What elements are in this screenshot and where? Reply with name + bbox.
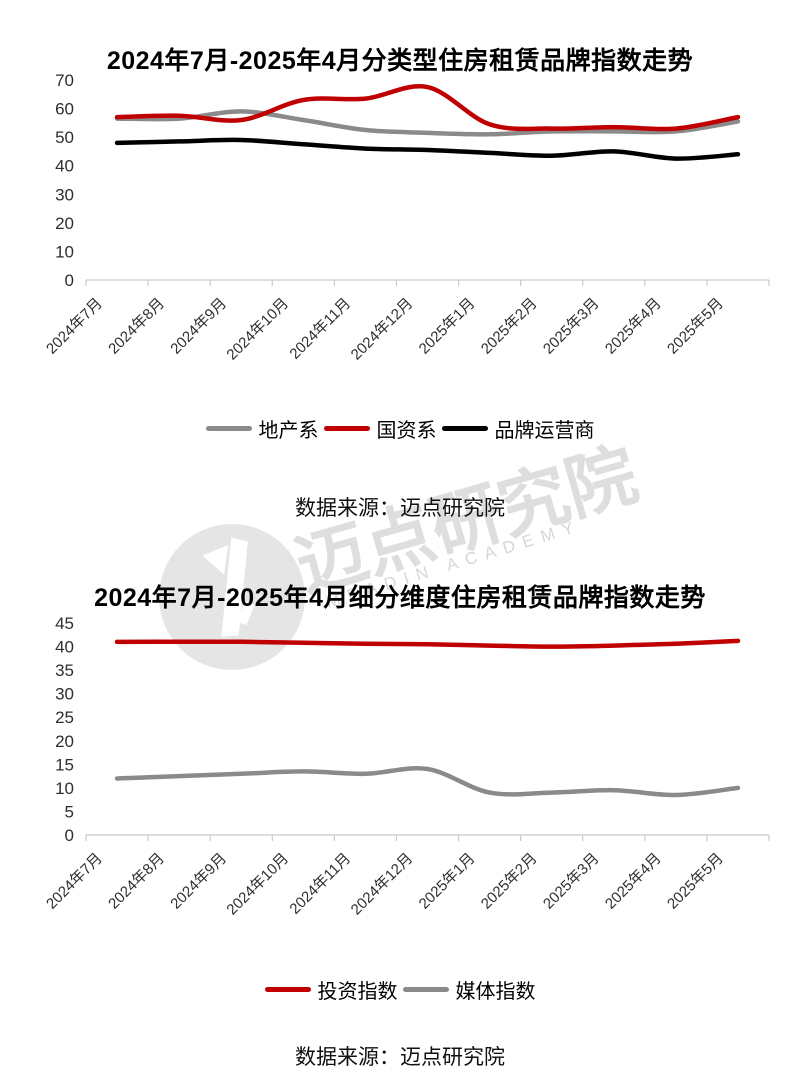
x-axis-labels: 2024年7月 2024年8月 2024年9月2024年10月2024年11月202… bbox=[43, 850, 727, 919]
svg-text:2024年12月: 2024年12月 bbox=[348, 295, 417, 364]
svg-text:10: 10 bbox=[55, 779, 74, 798]
legend-item-1-0: 投资指数 bbox=[264, 975, 398, 1004]
series-line-0-1 bbox=[114, 84, 741, 132]
chart1-legend: 地产系 国资系 品牌运营商 bbox=[0, 414, 800, 443]
svg-text:40: 40 bbox=[55, 157, 74, 176]
svg-text:2024年9月: 2024年9月 bbox=[167, 295, 230, 358]
svg-text:10: 10 bbox=[55, 242, 74, 261]
svg-text:2025年1月: 2025年1月 bbox=[416, 850, 479, 913]
x-axis-labels: 2024年7月 2024年8月 2024年9月2024年10月2024年11月202… bbox=[43, 295, 727, 364]
chart2-source: 数据来源：迈点研究院 bbox=[295, 1046, 505, 1069]
svg-text:20: 20 bbox=[55, 732, 74, 751]
legend-item-1-1: 媒体指数 bbox=[402, 975, 536, 1004]
svg-text:25: 25 bbox=[55, 708, 74, 727]
legend-label-0-0: 地产系 bbox=[258, 420, 319, 442]
svg-text:2024年12月: 2024年12月 bbox=[348, 850, 417, 919]
legend-swatch-1-0 bbox=[264, 987, 311, 992]
svg-text:35: 35 bbox=[55, 661, 74, 680]
svg-text:2025年3月: 2025年3月 bbox=[540, 850, 603, 913]
svg-text:2025年4月: 2025年4月 bbox=[602, 850, 665, 913]
legend-label-0-2: 品牌运营商 bbox=[494, 420, 595, 442]
svg-text:2025年1月: 2025年1月 bbox=[416, 295, 479, 358]
legend-item-0-2: 品牌运营商 bbox=[441, 414, 595, 443]
legend-item-0-1: 国资系 bbox=[323, 414, 437, 443]
svg-text:2025年2月: 2025年2月 bbox=[478, 850, 541, 913]
svg-text:2024年11月: 2024年11月 bbox=[286, 295, 354, 363]
chart1-source: 数据来源：迈点研究院 bbox=[295, 497, 505, 520]
series-line-1-1 bbox=[114, 766, 741, 798]
svg-text:30: 30 bbox=[55, 185, 74, 204]
y-axis-labels: 0 10 20 30 40 50 60 70 bbox=[55, 71, 74, 290]
chart2-legend: 投资指数 媒体指数 bbox=[0, 975, 800, 1004]
legend-label-0-1: 国资系 bbox=[376, 420, 437, 442]
svg-text:15: 15 bbox=[55, 755, 74, 774]
svg-text:30: 30 bbox=[55, 685, 74, 704]
svg-text:5: 5 bbox=[65, 802, 74, 821]
svg-text:0: 0 bbox=[65, 271, 74, 290]
svg-text:2025年5月: 2025年5月 bbox=[664, 295, 727, 358]
svg-text:70: 70 bbox=[55, 71, 74, 90]
legend-label-1-1: 媒体指数 bbox=[455, 981, 536, 1003]
meadin-logo-glyph bbox=[202, 537, 255, 637]
svg-text:45: 45 bbox=[55, 614, 74, 633]
series-lines bbox=[114, 638, 741, 798]
series-line-1-0 bbox=[114, 638, 741, 649]
svg-text:20: 20 bbox=[55, 214, 74, 233]
svg-text:2024年10月: 2024年10月 bbox=[223, 295, 292, 364]
legend-swatch-0-1 bbox=[323, 426, 370, 431]
svg-text:2024年9月: 2024年9月 bbox=[167, 850, 230, 913]
y-axis-labels: 0 5 10 15 20 25 30 35 40 45 bbox=[55, 614, 74, 845]
legend-swatch-0-0 bbox=[205, 426, 252, 431]
svg-text:2024年11月: 2024年11月 bbox=[286, 850, 354, 918]
x-axis bbox=[85, 834, 770, 841]
series-lines bbox=[114, 84, 741, 161]
chart2-title: 2024年7月-2025年4月细分维度住房租赁品牌指数走势 bbox=[94, 583, 706, 612]
legend-label-1-0: 投资指数 bbox=[317, 981, 398, 1003]
svg-text:0: 0 bbox=[65, 826, 74, 845]
series-line-0-2 bbox=[114, 137, 741, 161]
x-axis bbox=[85, 279, 770, 286]
legend-swatch-1-1 bbox=[402, 987, 449, 992]
svg-text:2024年8月: 2024年8月 bbox=[105, 850, 168, 913]
svg-text:2024年7月: 2024年7月 bbox=[43, 295, 106, 358]
legend-item-0-0: 地产系 bbox=[205, 414, 319, 443]
svg-text:2025年3月: 2025年3月 bbox=[540, 295, 603, 358]
svg-text:2024年8月: 2024年8月 bbox=[105, 295, 168, 358]
series-line-0-0 bbox=[114, 109, 741, 137]
legend-swatch-0-2 bbox=[441, 426, 488, 431]
svg-text:2025年2月: 2025年2月 bbox=[478, 295, 541, 358]
svg-text:50: 50 bbox=[55, 128, 74, 147]
svg-text:2024年7月: 2024年7月 bbox=[43, 850, 106, 913]
svg-text:2025年4月: 2025年4月 bbox=[602, 295, 665, 358]
svg-text:2024年10月: 2024年10月 bbox=[223, 850, 292, 919]
svg-text:60: 60 bbox=[55, 100, 74, 119]
chart1-title: 2024年7月-2025年4月分类型住房租赁品牌指数走势 bbox=[106, 46, 694, 75]
svg-text:2025年5月: 2025年5月 bbox=[664, 850, 727, 913]
svg-text:40: 40 bbox=[55, 638, 74, 657]
